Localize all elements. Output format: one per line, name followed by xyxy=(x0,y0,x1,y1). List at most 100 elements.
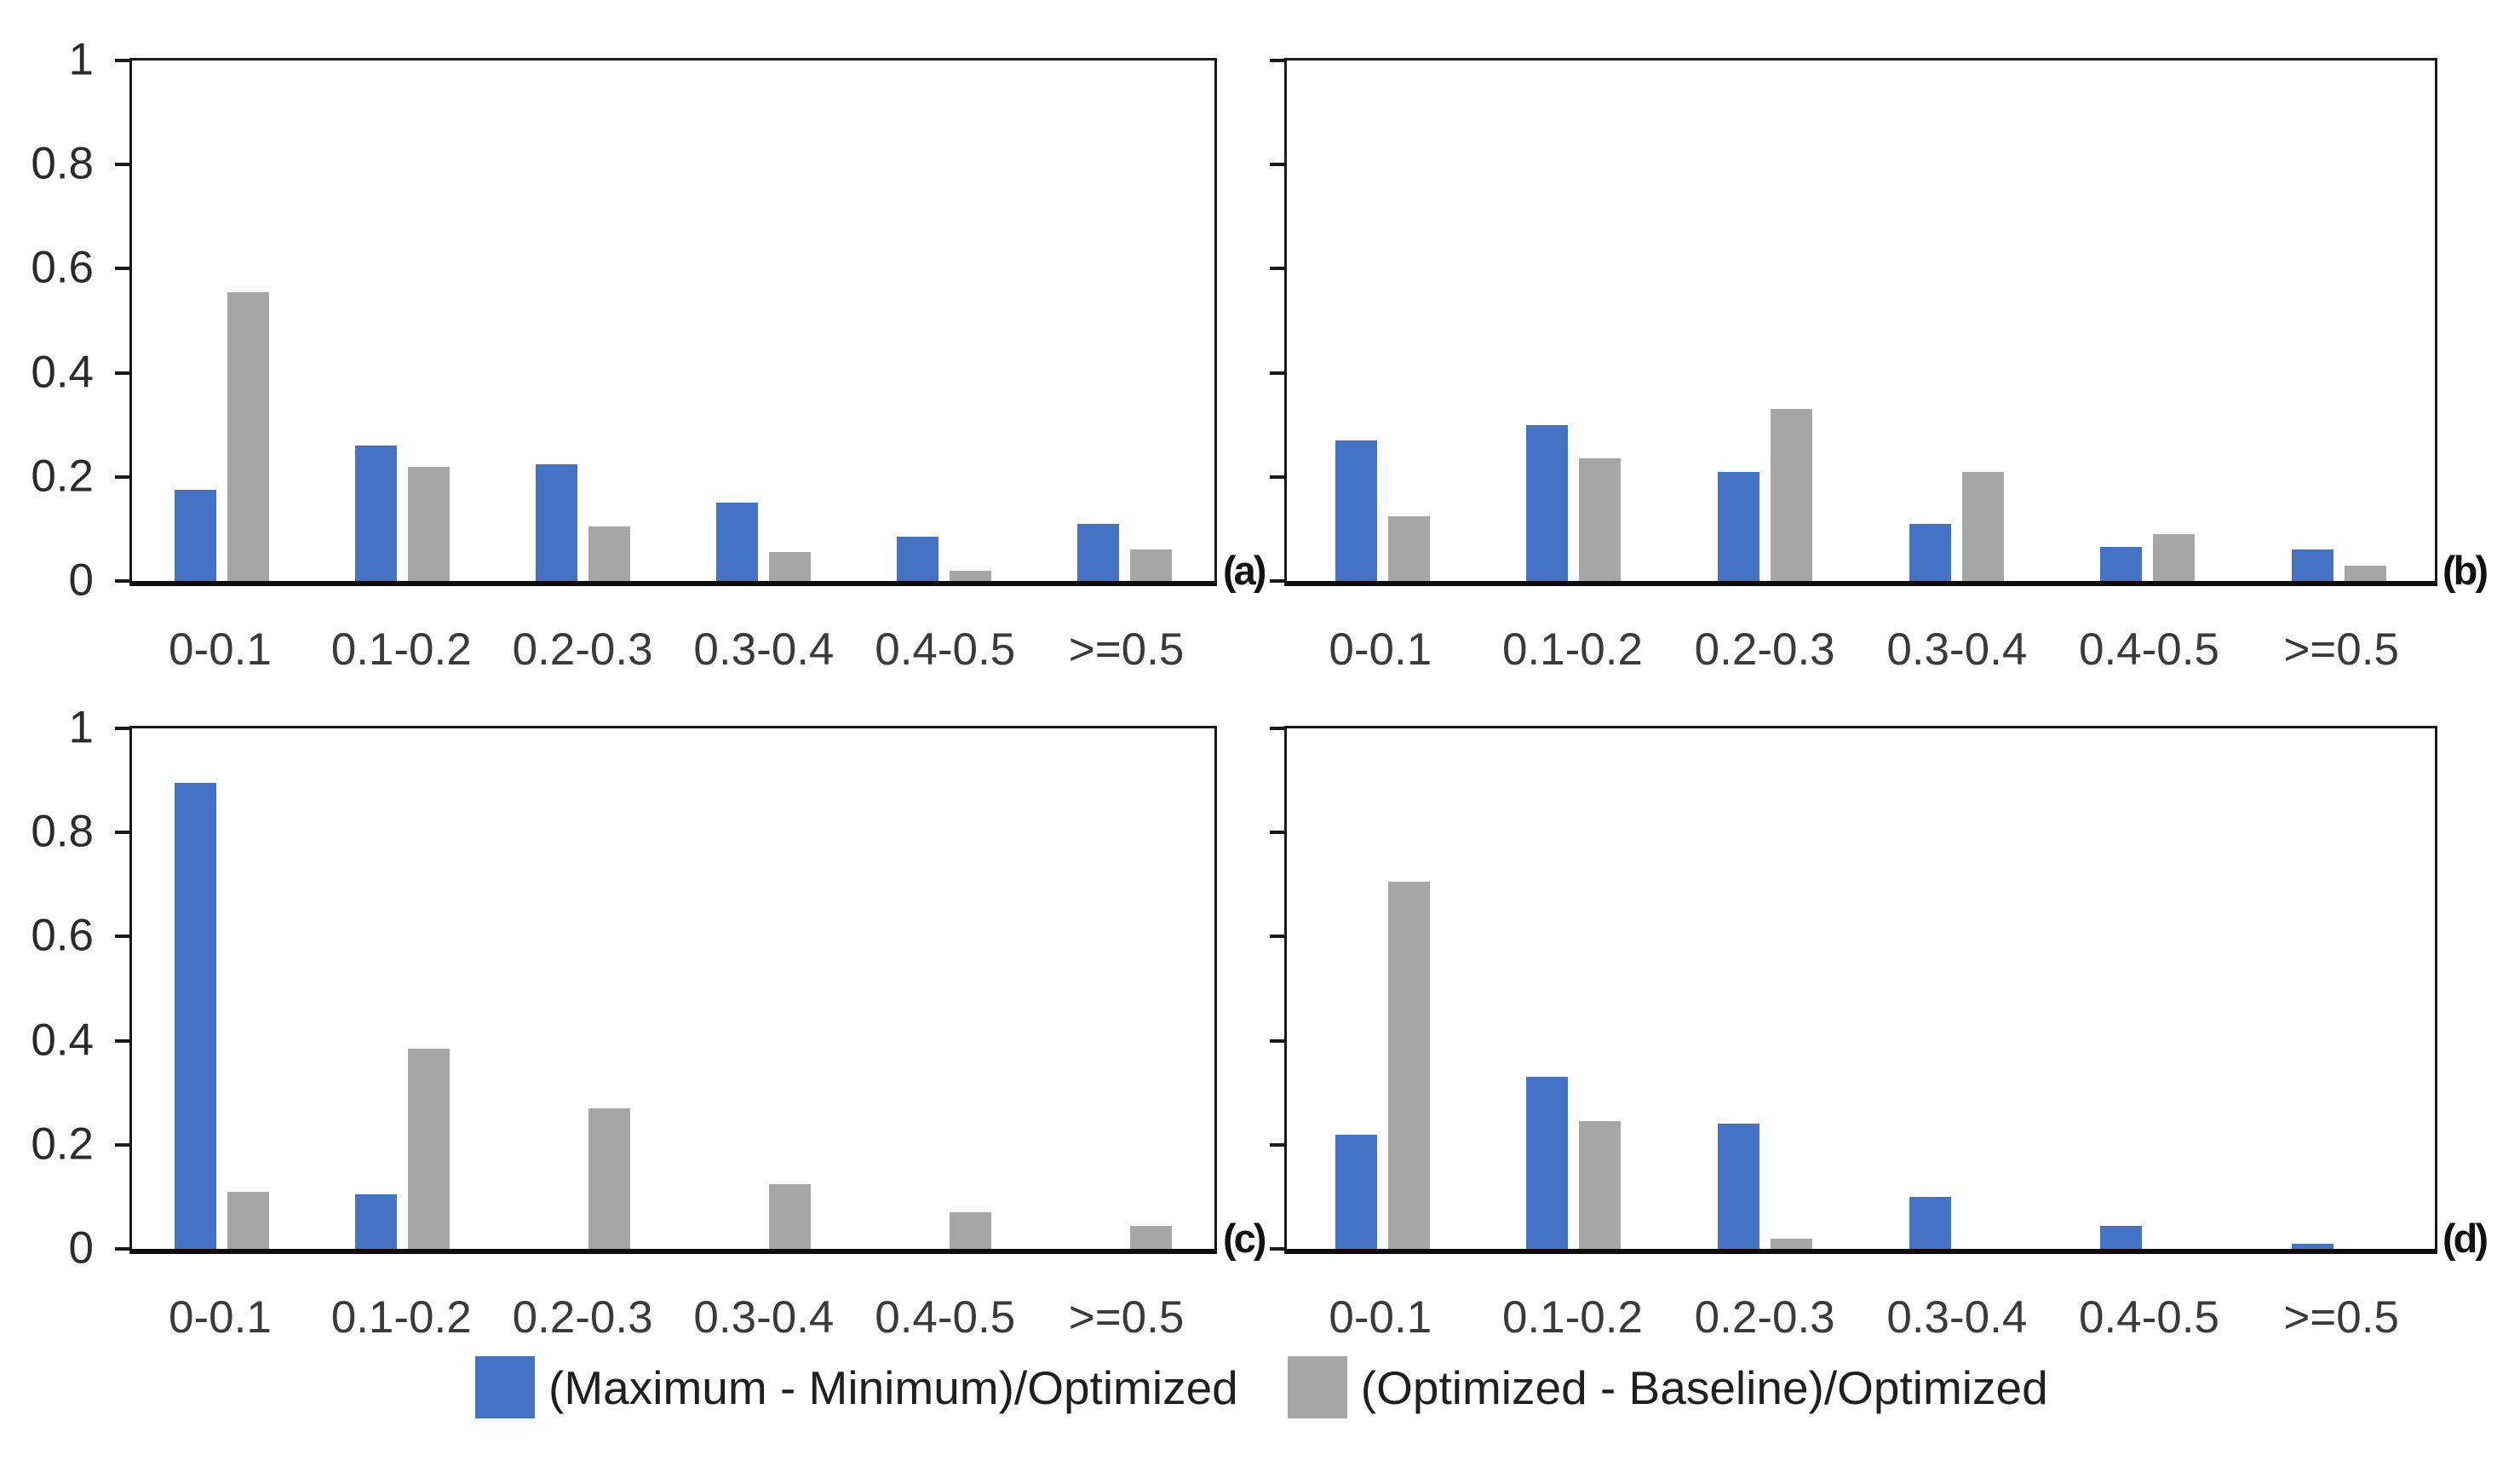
x-tick-label-0.3-0.4: 0.3-0.4 xyxy=(1886,1292,2028,1343)
bar-gray-0.3-0.4 xyxy=(1961,471,2004,581)
bar-gray->=0.5 xyxy=(2345,565,2387,581)
y-tick-label: 0.8 xyxy=(31,138,94,189)
y-tick-label: 0.4 xyxy=(31,346,94,397)
bar-gray-0-0.1 xyxy=(1387,882,1430,1249)
bar-group-0-0.1 xyxy=(1287,60,1478,581)
bar-groups xyxy=(1287,728,2435,1249)
x-tick-label-0.4-0.5: 0.4-0.5 xyxy=(2078,1292,2219,1343)
bar-group-0.1-0.2 xyxy=(1478,728,1670,1249)
y-tick-label: 0.4 xyxy=(31,1014,94,1065)
legend-swatch-gray xyxy=(1287,1356,1347,1418)
bar-group-0.4-0.5 xyxy=(853,728,1034,1249)
bar-blue-0.1-0.2 xyxy=(1526,1077,1569,1249)
bar-gray-0-0.1 xyxy=(227,1191,270,1249)
x-axis-labels: 0-0.1 0.1-0.2 0.2-0.3 0.3-0.4 0.4-0.5 >=0.5 xyxy=(129,624,1217,676)
tick-mark xyxy=(1270,935,1284,939)
bar-blue-0-0.1 xyxy=(1335,1134,1377,1249)
bar-gray-0.4-0.5 xyxy=(949,1212,991,1249)
bar-blue-0.3-0.4 xyxy=(1909,523,1951,581)
bar-group-0.1-0.2 xyxy=(313,728,493,1249)
bar-blue-0.2-0.3 xyxy=(1718,1124,1760,1249)
x-tick-label-0.1-0.2: 0.1-0.2 xyxy=(330,624,472,675)
y-tick-label: 1 xyxy=(68,702,94,753)
bar-blue-0-0.1 xyxy=(1335,440,1377,581)
bar-gray-0.1-0.2 xyxy=(408,466,451,581)
bar-gray-0.2-0.3 xyxy=(1771,409,1813,581)
x-axis-labels: 0-0.1 0.1-0.2 0.2-0.3 0.3-0.4 0.4-0.5 >=0.5 xyxy=(129,1291,1217,1343)
y-tick-label: 1 xyxy=(68,34,94,85)
tick-mark xyxy=(115,1247,129,1251)
bar-group-0.2-0.3 xyxy=(493,60,674,581)
tick-mark xyxy=(1270,1142,1284,1147)
x-axis-labels: 0-0.1 0.1-0.2 0.2-0.3 0.3-0.4 0.4-0.5 >=0.5 xyxy=(1284,624,2437,676)
legend-item-opt-baseline: (Optimized - Baseline)/Optimized xyxy=(1287,1356,2048,1418)
tick-mark xyxy=(1270,163,1284,167)
bar-blue-0.3-0.4 xyxy=(715,503,758,581)
bar-group-0-0.1 xyxy=(132,60,313,581)
y-tick-label: 0 xyxy=(68,555,94,606)
legend-swatch-blue xyxy=(475,1356,535,1418)
tick-mark xyxy=(115,59,129,62)
bar-gray-0.1-0.2 xyxy=(1579,458,1622,581)
bar-blue-0.1-0.2 xyxy=(355,446,398,581)
bar-blue->=0.5 xyxy=(2292,549,2334,581)
panel-label-b: (b) xyxy=(2443,548,2488,593)
x-tick-label-0.1-0.2: 0.1-0.2 xyxy=(330,1292,472,1343)
tick-mark xyxy=(1270,267,1284,271)
tick-mark xyxy=(1270,475,1284,479)
legend-label: (Optimized - Baseline)/Optimized xyxy=(1360,1360,2048,1414)
bar-group->=0.5 xyxy=(1034,728,1214,1249)
bar-group-0-0.1 xyxy=(1287,728,1478,1249)
x-tick-label-0.2-0.3: 0.2-0.3 xyxy=(512,1292,653,1343)
tick-mark xyxy=(1270,1247,1284,1251)
bar-group-0.2-0.3 xyxy=(493,728,674,1249)
y-tick-label: 0 xyxy=(68,1222,94,1274)
bar-gray->=0.5 xyxy=(1129,549,1172,581)
x-tick-label->=0.5: >=0.5 xyxy=(1068,624,1185,675)
bar-groups xyxy=(132,60,1214,581)
bar-blue-0-0.1 xyxy=(175,490,217,581)
bar-gray-0.2-0.3 xyxy=(588,1108,631,1249)
bar-group-0.3-0.4 xyxy=(673,60,853,581)
bar-gray->=0.5 xyxy=(1129,1225,1172,1249)
bar-gray-0.1-0.2 xyxy=(408,1048,451,1249)
bar-gray-0-0.1 xyxy=(1387,515,1430,581)
panel-label-c: (c) xyxy=(1223,1216,1266,1261)
bar-group-0.1-0.2 xyxy=(1478,60,1670,581)
plot-area: 0 0.2 0.4 0.6 0.8 1 xyxy=(31,702,1217,1273)
bar-blue-0.3-0.4 xyxy=(1909,1196,1951,1249)
bar-gray-0.2-0.3 xyxy=(1771,1238,1813,1249)
x-tick-label->=0.5: >=0.5 xyxy=(2283,624,2399,675)
x-tick-label-0-0.1: 0-0.1 xyxy=(169,1292,272,1343)
panel-label-a: (a) xyxy=(1223,548,1266,593)
tick-mark xyxy=(1270,579,1284,583)
bar-group-0.1-0.2 xyxy=(313,60,493,581)
bar-group-0.4-0.5 xyxy=(2052,60,2244,581)
tick-mark xyxy=(1270,1038,1284,1043)
x-tick-label-0.2-0.3: 0.2-0.3 xyxy=(1694,624,1835,675)
y-tick-label: 0.8 xyxy=(31,806,94,857)
bar-gray-0.1-0.2 xyxy=(1579,1121,1622,1249)
bar-blue-0.4-0.5 xyxy=(2100,547,2143,581)
y-tick-label: 0.2 xyxy=(31,451,94,502)
bar-gray-0.4-0.5 xyxy=(949,570,991,581)
x-tick-label-0.3-0.4: 0.3-0.4 xyxy=(1886,624,2028,675)
tick-mark xyxy=(115,267,129,271)
tick-mark xyxy=(115,1142,129,1147)
tick-mark xyxy=(115,831,129,835)
legend-label: (Maximum - Minimum)/Optimized xyxy=(548,1360,1238,1414)
chart-legend: (Maximum - Minimum)/Optimized (Optimized… xyxy=(475,1356,2048,1418)
plot-area xyxy=(1270,726,2437,1254)
x-tick-label-0.1-0.2: 0.1-0.2 xyxy=(1501,624,1643,675)
bar-group-0-0.1 xyxy=(132,728,313,1249)
x-tick-label->=0.5: >=0.5 xyxy=(2283,1292,2399,1343)
bar-blue-0-0.1 xyxy=(175,783,217,1249)
tick-mark xyxy=(115,935,129,939)
panel-label-d: (d) xyxy=(2443,1216,2488,1261)
bar-blue-0.2-0.3 xyxy=(536,463,578,581)
bar-group->=0.5 xyxy=(2243,728,2435,1249)
bar-groups xyxy=(132,728,1214,1249)
bar-groups xyxy=(1287,60,2435,581)
bar-gray-0-0.1 xyxy=(227,291,270,581)
tick-mark xyxy=(115,475,129,479)
